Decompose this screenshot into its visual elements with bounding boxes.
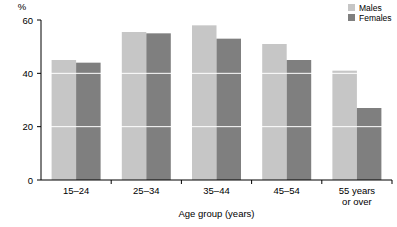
y-tick-label: 40	[22, 68, 33, 79]
bar	[262, 44, 287, 180]
bar	[332, 71, 357, 180]
y-tick	[37, 126, 41, 127]
x-tick	[392, 180, 393, 184]
y-tick	[37, 20, 41, 21]
bars	[52, 25, 382, 180]
x-tick-label: 45–54	[273, 185, 299, 196]
x-axis-label: Age group (years)	[178, 208, 254, 219]
bar	[357, 108, 382, 180]
y-tick	[37, 180, 41, 181]
x-tick	[181, 180, 182, 184]
y-axis-label: %	[18, 1, 27, 12]
y-tick-label: 20	[22, 121, 33, 132]
x-tick	[111, 180, 112, 184]
bar	[76, 63, 101, 180]
legend-label: Males	[359, 3, 382, 13]
x-tick-label: 25–34	[133, 185, 159, 196]
legend-label: Females	[359, 13, 392, 23]
bar	[217, 39, 242, 180]
grid-line	[41, 20, 392, 21]
chart: 0 20 40 60 15–24 25–34 35–44 45–54 55 yearsor ov…	[0, 0, 397, 227]
x-tick	[251, 180, 252, 184]
bar	[52, 60, 77, 180]
grid-line	[41, 126, 392, 127]
label-line: 55 years	[339, 185, 376, 196]
bar	[122, 32, 147, 180]
y-axis	[41, 20, 42, 180]
label-line: or over	[342, 196, 372, 207]
x-tick-label: 35–44	[203, 185, 229, 196]
x-axis	[41, 180, 392, 181]
bar	[146, 33, 171, 180]
bar	[192, 25, 217, 180]
legend-swatch	[348, 4, 355, 11]
x-tick-label: 15–24	[63, 185, 89, 196]
y-tick-label: 60	[22, 15, 33, 26]
x-tick-label: 55 yearsor over	[339, 185, 376, 207]
bar	[287, 60, 312, 180]
grid-line	[41, 73, 392, 74]
x-tick	[321, 180, 322, 184]
y-tick	[37, 73, 41, 74]
y-tick-label: 0	[28, 175, 33, 186]
legend-swatch	[348, 14, 355, 21]
